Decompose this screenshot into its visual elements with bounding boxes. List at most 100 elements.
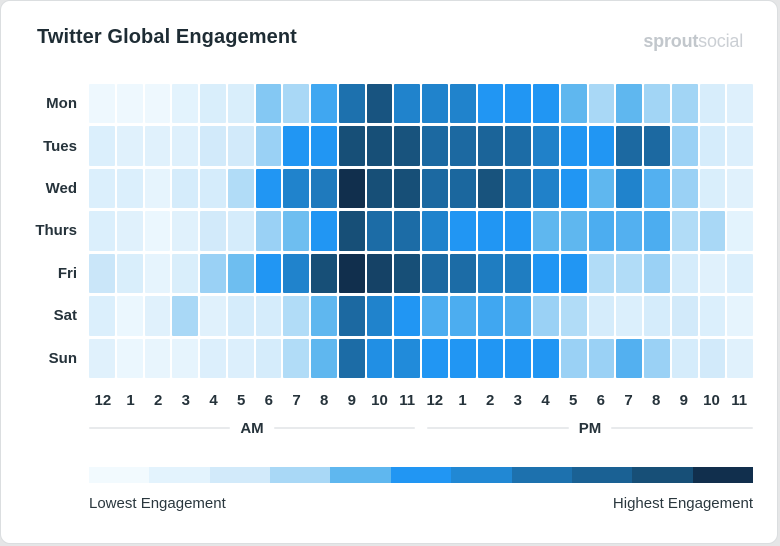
heatmap-cell (144, 338, 171, 378)
heatmap-cell (366, 126, 393, 166)
heatmap-cell (144, 211, 171, 251)
pm-label: PM (578, 419, 602, 437)
heatmap-cell (172, 338, 198, 378)
heatmap-cell (283, 126, 309, 166)
heatmap-cell (227, 168, 254, 209)
hour-label: 5 (568, 392, 578, 409)
pm-group: PM (427, 418, 753, 438)
hour-label: 1 (458, 392, 467, 409)
heatmap-cell (533, 296, 559, 336)
heatmap-cell (283, 296, 309, 336)
legend-step (390, 467, 452, 483)
heatmap-cell (172, 126, 198, 166)
heatmap-cell (699, 84, 726, 124)
hour-label: 10 (371, 392, 388, 409)
heatmap-cell (671, 126, 698, 166)
heatmap-cell (227, 338, 254, 378)
heatmap-cell (644, 253, 670, 294)
heatmap-cell (89, 338, 115, 378)
heatmap-cell (394, 84, 420, 124)
hour-label: 2 (485, 392, 495, 409)
heatmap-cell (505, 168, 531, 209)
heatmap-cell (560, 84, 587, 124)
heatmap-cell (89, 84, 115, 124)
heatmap-cell (699, 296, 726, 336)
heatmap-cell (283, 168, 309, 209)
hour-label: 3 (513, 392, 522, 409)
heatmap-cell (394, 253, 420, 294)
heatmap-cell (116, 126, 143, 166)
heatmap-cell (394, 211, 420, 251)
legend-lowest-label: Lowest Engagement (89, 495, 226, 512)
heatmap-cell (616, 84, 642, 124)
heatmap-cell (449, 338, 476, 378)
heatmap-cell (200, 211, 226, 251)
page-title: Twitter Global Engagement (37, 26, 297, 48)
heatmap-cell (727, 296, 753, 336)
heatmap-cell (449, 296, 476, 336)
legend-step (511, 467, 572, 483)
heatmap-cell (422, 168, 448, 209)
heatmap-cell (144, 296, 171, 336)
hour-label: 11 (399, 392, 416, 409)
heatmap-cell (671, 168, 698, 209)
heatmap-cell (727, 211, 753, 251)
heatmap-cell (505, 253, 531, 294)
heatmap-cell (227, 84, 254, 124)
heatmap-cell (449, 84, 476, 124)
heatmap-cell (644, 168, 670, 209)
heatmap-cell (533, 168, 559, 209)
heatmap-cell (255, 168, 282, 209)
heatmap-cell (477, 338, 504, 378)
heatmap-cell (644, 126, 670, 166)
heatmap-cell (505, 126, 531, 166)
hour-label: 7 (624, 392, 633, 409)
heatmap-cell (200, 253, 226, 294)
heatmap-cell (394, 338, 420, 378)
day-label: Thurs (35, 222, 77, 240)
heatmap-cell (699, 168, 726, 209)
heatmap-cell (727, 126, 753, 166)
heatmap-cell (422, 211, 448, 251)
heatmap-cell (477, 168, 504, 209)
legend-step (270, 467, 331, 483)
heatmap-cell (616, 211, 642, 251)
heatmap-cell (311, 84, 337, 124)
heatmap-cell (671, 211, 698, 251)
heatmap-cell (200, 168, 226, 209)
heatmap-cell (616, 253, 642, 294)
hour-label: 9 (347, 392, 356, 409)
heatmap-cell (89, 211, 115, 251)
heatmap-cell (477, 84, 504, 124)
heatmap-cell (255, 338, 282, 378)
heatmap-cell (588, 338, 615, 378)
heatmap-cell (533, 84, 559, 124)
heatmap-cell (394, 296, 420, 336)
hour-label: 3 (181, 392, 190, 409)
hour-label: 2 (153, 392, 163, 409)
heatmap-cell (227, 296, 254, 336)
logo-text-light: social (698, 31, 743, 51)
legend-step (571, 467, 633, 483)
heatmap-cell (172, 296, 198, 336)
heatmap-cell (477, 126, 504, 166)
pm-line-right (611, 427, 753, 429)
heatmap-cell (699, 253, 726, 294)
day-label: Sat (53, 307, 77, 325)
heatmap-cell (227, 126, 254, 166)
legend-step (632, 467, 693, 483)
heatmap-cell (311, 211, 337, 251)
legend-step (451, 467, 512, 483)
heatmap-cell (588, 253, 615, 294)
heatmap-cell (311, 253, 337, 294)
heatmap-cell (616, 168, 642, 209)
heatmap-cell (200, 338, 226, 378)
legend-gradient (89, 467, 753, 483)
heatmap-cell (366, 338, 393, 378)
heatmap-cell (588, 126, 615, 166)
heatmap-cell (394, 168, 420, 209)
heatmap-cell (505, 338, 531, 378)
heatmap-cell (227, 211, 254, 251)
legend-step (692, 467, 753, 483)
heatmap-cell (144, 168, 171, 209)
